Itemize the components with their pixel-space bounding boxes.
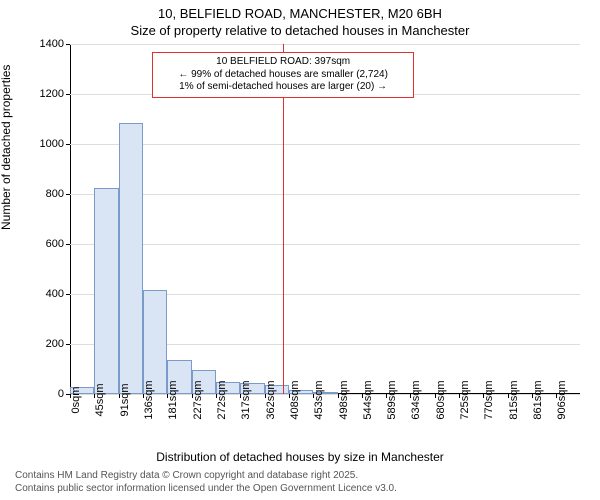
x-tick-label: 498sqm [338,380,350,419]
y-axis-label: Number of detached properties [0,65,13,230]
annotation-line-3: 1% of semi-detached houses are larger (2… [159,81,407,94]
y-tick-label: 1200 [40,88,64,100]
y-tick-label: 1400 [40,38,64,50]
x-tick-label: 680sqm [435,380,447,419]
x-tick-label: 770sqm [483,380,495,419]
y-tick-label: 0 [58,388,64,400]
histogram-bar [119,123,143,394]
x-tick-label: 227sqm [192,380,204,419]
y-axis-line [70,44,71,394]
y-tick-mark [66,244,70,245]
histogram-bar [94,188,118,394]
annotation-box: 10 BELFIELD ROAD: 397sqm← 99% of detache… [152,52,414,98]
x-tick-label: 45sqm [94,383,106,416]
x-tick-label: 272sqm [216,380,228,419]
annotation-line-2: ← 99% of detached houses are smaller (2,… [159,69,407,82]
x-tick-label: 317sqm [240,380,252,419]
x-tick-label: 136sqm [143,380,155,419]
histogram-bar [143,290,167,394]
y-tick-label: 800 [46,188,64,200]
x-tick-label: 725sqm [459,380,471,419]
gridline [70,244,580,245]
annotation-line-1: 10 BELFIELD ROAD: 397sqm [159,56,407,69]
x-tick-label: 544sqm [362,380,374,419]
y-tick-label: 200 [46,338,64,350]
plot-area: 02004006008001000120014000sqm45sqm91sqm1… [70,44,580,394]
chart-container: 10, BELFIELD ROAD, MANCHESTER, M20 6BH S… [0,0,600,500]
x-tick-label: 861sqm [532,380,544,419]
y-tick-mark [66,194,70,195]
y-tick-mark [66,44,70,45]
y-tick-label: 400 [46,288,64,300]
y-tick-label: 600 [46,238,64,250]
x-tick-label: 815sqm [508,380,520,419]
x-tick-label: 453sqm [313,380,325,419]
gridline [70,44,580,45]
x-tick-label: 906sqm [556,380,568,419]
x-tick-label: 634sqm [410,380,422,419]
y-tick-label: 1000 [40,138,64,150]
x-tick-label: 589sqm [386,380,398,419]
x-tick-label: 408sqm [289,380,301,419]
x-tick-label: 362sqm [265,380,277,419]
x-tick-label: 181sqm [167,380,179,419]
y-tick-mark [66,294,70,295]
gridline [70,144,580,145]
footer-line-1: Contains HM Land Registry data © Crown c… [15,470,358,481]
y-tick-mark [66,94,70,95]
x-tick-label: 0sqm [70,387,82,414]
title-line-1: 10, BELFIELD ROAD, MANCHESTER, M20 6BH [0,6,600,21]
y-tick-mark [66,344,70,345]
x-axis-label: Distribution of detached houses by size … [0,450,600,464]
title-line-2: Size of property relative to detached ho… [0,23,600,38]
footer-line-2: Contains public sector information licen… [15,483,397,494]
x-tick-label: 91sqm [119,383,131,416]
gridline [70,194,580,195]
y-tick-mark [66,144,70,145]
